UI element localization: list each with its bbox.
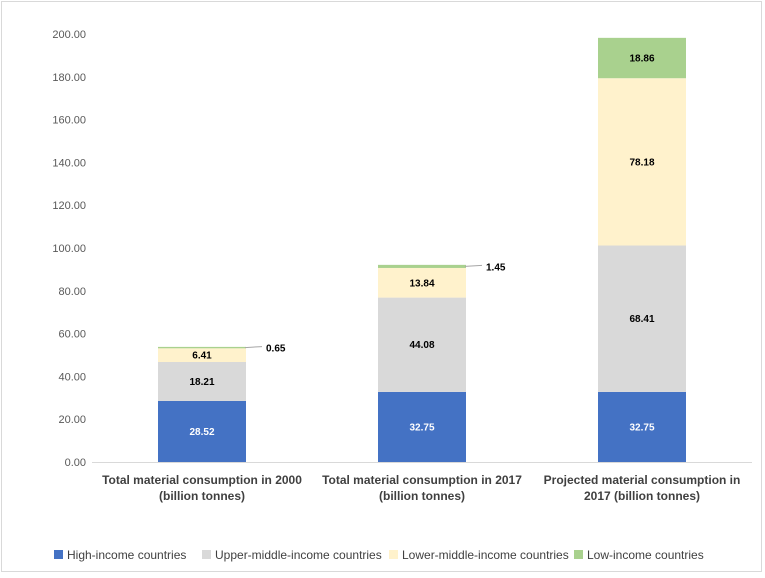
- legend-swatch: [202, 550, 211, 559]
- data-label: 32.75: [409, 422, 434, 433]
- data-label: 0.65: [266, 344, 286, 355]
- y-tick-label: 40.00: [58, 371, 86, 383]
- bar-segment: [378, 297, 466, 392]
- category-label: (billion tonnes): [379, 489, 465, 503]
- y-tick-label: 160.00: [52, 115, 86, 127]
- data-label: 1.45: [486, 262, 506, 273]
- data-label: 13.84: [409, 278, 434, 289]
- data-label: 68.41: [629, 314, 654, 325]
- category-label: Projected material consumption in: [544, 473, 741, 487]
- legend: High-income countries Upper-middle-income…: [54, 548, 704, 562]
- bar-segment: [598, 78, 686, 246]
- bar-segment: [158, 361, 246, 401]
- bar-segment: [598, 391, 686, 462]
- y-tick-label: 140.00: [52, 157, 86, 169]
- category-label: (billion tonnes): [159, 489, 245, 503]
- data-label: 78.18: [629, 157, 654, 168]
- bar-segment: [598, 245, 686, 392]
- bar-segment: [158, 346, 246, 349]
- legend-swatch: [574, 550, 583, 559]
- legend-swatch: [389, 550, 398, 559]
- bar-segment: [158, 348, 246, 362]
- legend-label: High-income countries: [67, 548, 186, 562]
- y-tick-label: 100.00: [52, 243, 86, 255]
- leader-line: [464, 264, 483, 267]
- legend-label: Upper-middle-income countries: [215, 548, 382, 562]
- bar-segment: [378, 391, 466, 462]
- bars: 28.52 18.21 6.41 0.65 32.75 44.08 13.84 1.45 32.…: [158, 37, 686, 462]
- bar-segment: [378, 264, 466, 268]
- category-label: 2017 (billion tonnes): [584, 489, 700, 503]
- legend-label: Lower-middle-income countries: [402, 548, 569, 562]
- legend-swatch: [54, 550, 63, 559]
- bar-segment: [158, 400, 246, 462]
- category-label: Total material consumption in 2000: [102, 473, 302, 487]
- data-label: 32.75: [629, 422, 654, 433]
- y-tick-label: 120.00: [52, 200, 86, 212]
- y-tick-label: 0.00: [65, 457, 86, 469]
- y-tick-label: 200.00: [52, 29, 86, 41]
- legend-label: Low-income countries: [587, 548, 704, 562]
- bar-segment: [378, 267, 466, 298]
- y-tick-label: 180.00: [52, 72, 86, 84]
- leader-line: [244, 346, 263, 349]
- y-tick-label: 80.00: [58, 286, 86, 298]
- data-label: 6.41: [192, 351, 212, 362]
- y-tick-label: 20.00: [58, 414, 86, 426]
- y-tick-label: 60.00: [58, 329, 86, 341]
- data-label: 18.21: [189, 377, 214, 388]
- bar-segment: [598, 37, 686, 79]
- x-axis: Total material consumption in 2000 (billi…: [92, 462, 752, 503]
- data-label: 28.52: [189, 427, 214, 438]
- data-label: 18.86: [629, 54, 654, 65]
- category-label: Total material consumption in 2017: [322, 473, 522, 487]
- data-label: 44.08: [409, 340, 434, 351]
- y-axis: 0.00 20.00 40.00 60.00 80.00 100.00 120.00 140.…: [52, 29, 86, 469]
